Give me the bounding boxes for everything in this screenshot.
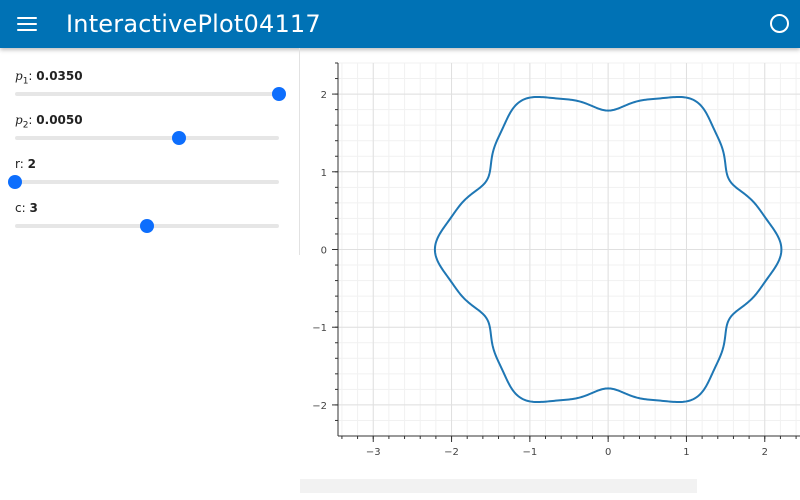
x-tick-label: 2 [762,447,768,458]
curve-line [433,95,783,404]
y-tick-label: −1 [312,323,327,334]
sidebar-controls: p1: 0.0350 p2: 0.0050 r: 2 c: 3 [0,48,300,255]
slider-label: c: 3 [15,201,38,215]
slider-track[interactable] [15,92,279,96]
slider-track[interactable] [15,136,279,140]
menu-line [17,23,37,25]
slider-handle[interactable] [8,175,22,189]
slider-p1: p1: 0.0350 [15,68,286,101]
slider-c: c: 3 [15,200,279,233]
slider-subscript: 2 [22,120,29,131]
x-tick-label: −1 [522,447,537,458]
y-tick-label: 0 [321,246,327,257]
slider-r: r: 2 [8,156,279,189]
hamburger-menu-icon[interactable] [14,12,42,36]
busy-indicator-icon [770,14,789,33]
y-tick-label: −2 [312,401,327,412]
slider-value: 3 [29,201,38,215]
app-title: InteractivePlot04117 [66,10,321,38]
y-tick-label: 1 [321,168,327,179]
slider-p2: p2: 0.0050 [15,112,279,145]
slider-label-text: r [15,157,20,171]
slider-symbol: p [15,69,23,83]
slider-value: 0.0350 [36,69,83,83]
slider-handle[interactable] [171,131,186,145]
slider-label: p1: 0.0350 [15,69,83,87]
x-tick-label: −2 [444,447,459,458]
slider-label: r: 2 [15,157,36,171]
x-tick-label: −3 [366,447,381,458]
menu-line [17,29,37,31]
app-bar: InteractivePlot04117 [0,0,800,48]
slider-handle[interactable] [272,87,286,101]
slider-label: p2: 0.0050 [15,113,83,131]
slider-value: 2 [27,157,36,171]
slider-value: 0.0050 [36,113,83,127]
slider-handle[interactable] [140,219,154,233]
footer-bar [300,479,697,493]
plot-svg[interactable]: −3 −2 −1 0 1 2 −2 −1 0 1 2 [300,48,800,464]
slider-label-text: c [15,201,22,215]
x-tick-label: 1 [683,447,689,458]
x-tick-label: 0 [605,447,611,458]
y-tick-label: 2 [321,90,327,101]
slider-subscript: 1 [22,76,29,87]
menu-line [17,17,37,19]
slider-track[interactable] [15,180,279,184]
slider-symbol: p [15,113,23,127]
plot-area[interactable]: −3 −2 −1 0 1 2 −2 −1 0 1 2 [300,48,800,464]
